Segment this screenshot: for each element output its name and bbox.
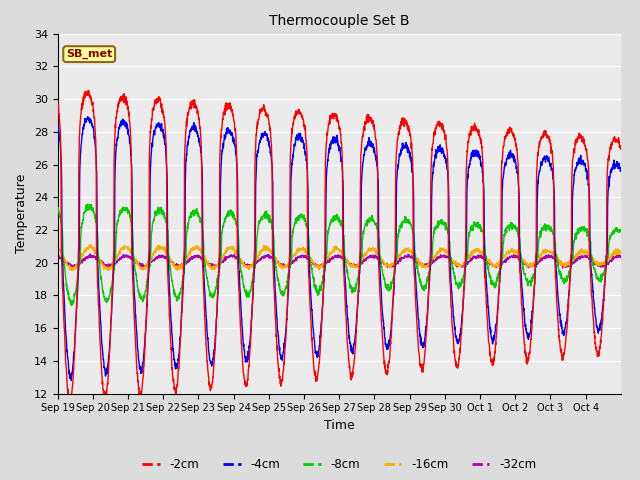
Title: Thermocouple Set B: Thermocouple Set B: [269, 14, 410, 28]
X-axis label: Time: Time: [324, 419, 355, 432]
Text: SB_met: SB_met: [66, 49, 112, 59]
Legend: -2cm, -4cm, -8cm, -16cm, -32cm: -2cm, -4cm, -8cm, -16cm, -32cm: [138, 454, 541, 476]
Y-axis label: Temperature: Temperature: [15, 174, 28, 253]
